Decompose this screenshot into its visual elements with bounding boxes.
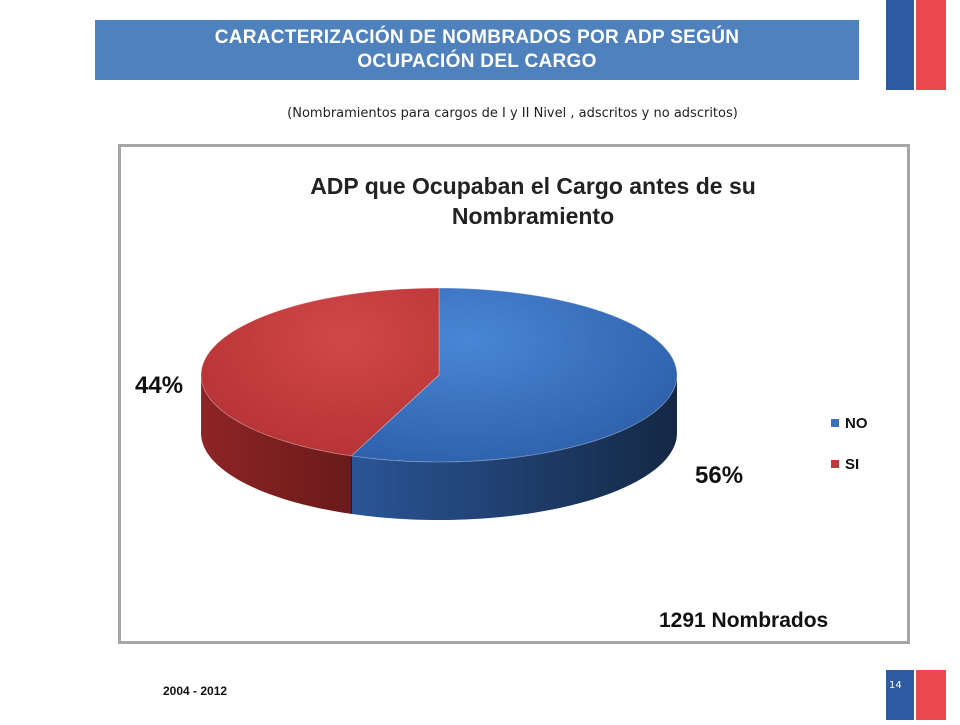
data-label-si: 44% [135, 372, 183, 399]
legend-swatch-si [831, 460, 839, 468]
flag-bottom-blue [886, 670, 914, 720]
pie-slice-si [200, 287, 440, 457]
legend-label-no: NO [845, 415, 868, 432]
pie-chart: ADP que Ocupaban el Cargo antes de su No… [135, 173, 868, 632]
data-label-no: 56% [695, 462, 743, 489]
flag-bottom-red [916, 670, 946, 720]
pie-side-si [201, 376, 352, 514]
flag-red-stripe [916, 0, 946, 90]
chart-subtitle: (Nombramientos para cargos de I y II Niv… [287, 106, 738, 121]
page-number: 14 [889, 680, 902, 691]
legend-label-si: SI [845, 456, 859, 473]
legend: NO SI [831, 415, 868, 473]
flag-bottom-graphic [886, 670, 946, 720]
title-line-2: OCUPACIÓN DEL CARGO [357, 51, 597, 72]
flag-logo-top [886, 0, 946, 90]
chart-frame: ADP que Ocupaban el Cargo antes de su No… [118, 144, 910, 644]
years-range: 2004 - 2012 [163, 684, 228, 698]
pie-side-no [351, 376, 677, 520]
chart-title-line-1: ADP que Ocupaban el Cargo antes de su [310, 173, 756, 199]
flag-blue-stripe [886, 0, 914, 90]
pie-slice-no [350, 287, 678, 463]
title-banner: CARACTERIZACIÓN DE NOMBRADOS POR ADP SEG… [95, 20, 859, 80]
legend-swatch-no [831, 419, 839, 427]
title-line-1: CARACTERIZACIÓN DE NOMBRADOS POR ADP SEG… [214, 27, 740, 48]
flag-logo-bottom: 14 [884, 670, 948, 720]
pie-slices [200, 287, 678, 520]
chart-annotation: 1291 Nombrados [659, 609, 828, 632]
chart-title-line-2: Nombramiento [452, 203, 614, 229]
